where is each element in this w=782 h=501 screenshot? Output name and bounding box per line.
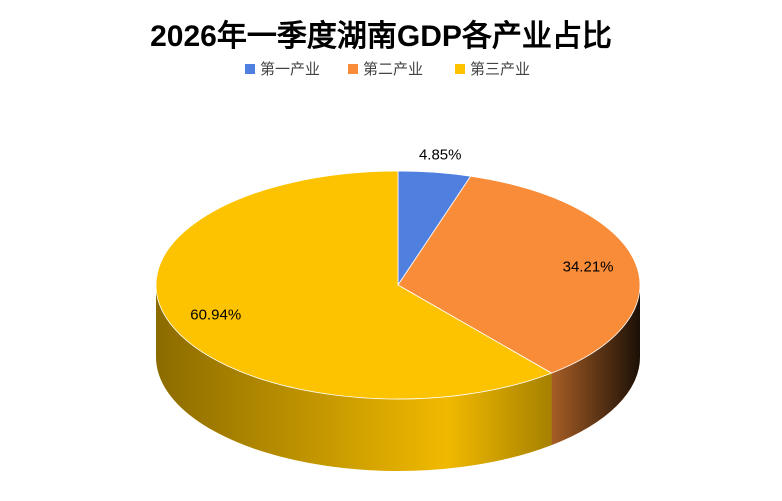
data-label: 34.21%	[563, 259, 614, 276]
legend-swatch	[455, 64, 465, 74]
legend-label: 第三产业	[470, 60, 530, 78]
data-label: 60.94%	[190, 307, 241, 324]
legend-swatch	[348, 64, 358, 74]
side-shade	[156, 285, 552, 471]
legend-label: 第二产业	[363, 60, 423, 78]
slice	[155, 170, 553, 400]
chart-title: 2026年一季度湖南GDP各产业占比	[150, 19, 612, 53]
legend-swatch	[245, 64, 255, 74]
data-label: 4.85%	[419, 146, 462, 163]
slice	[397, 175, 641, 374]
legend-label: 第一产业	[260, 60, 320, 78]
side-shade	[551, 285, 640, 446]
